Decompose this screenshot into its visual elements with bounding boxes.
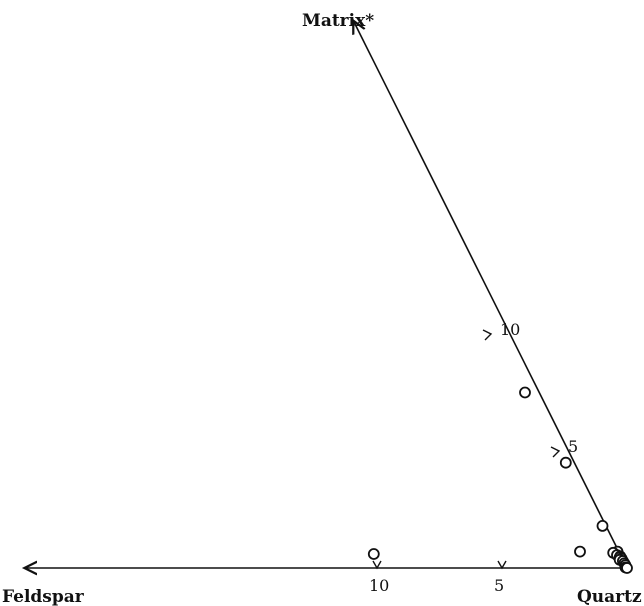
apex-label-quartz: Quartz: [577, 587, 642, 606]
matrix-tick-label-10: 10: [500, 320, 520, 339]
data-point-2: [559, 456, 572, 469]
matrix-tick-label-5: 5: [568, 437, 578, 456]
feldspar-tick-5: [497, 560, 507, 570]
apex-label-matrix: Matrix*: [302, 11, 374, 31]
feldspar-tick-10: [372, 560, 382, 570]
tick-marks-group: [372, 329, 561, 570]
data-point-1: [519, 386, 531, 399]
data-point-5: [574, 545, 586, 558]
tick-labels-group: 10 5 10 5: [369, 320, 578, 595]
data-point-4: [367, 548, 380, 560]
apex-label-feldspar: Feldspar: [2, 587, 85, 606]
matrix-axis-line: [354, 22, 628, 569]
matrix-tick-5: [550, 446, 561, 458]
feldspar-tick-label-10: 10: [369, 576, 389, 595]
feldspar-tick-label-5: 5: [494, 576, 504, 595]
axes-group: [26, 22, 628, 569]
data-points-group: [367, 386, 633, 574]
matrix-tick-10: [482, 329, 493, 341]
data-point-3: [596, 520, 609, 532]
apex-labels: Matrix* Feldspar Quartz: [2, 11, 642, 606]
data-point-17: [621, 562, 633, 574]
